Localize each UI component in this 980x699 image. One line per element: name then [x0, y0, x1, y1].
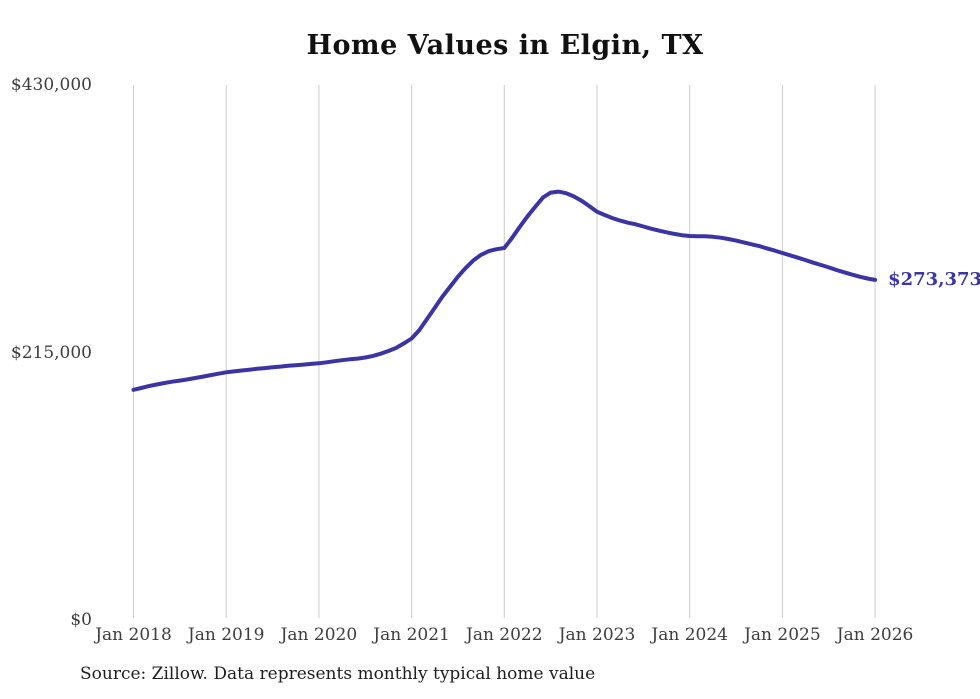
x-tick-label: Jan 2024	[651, 625, 728, 645]
x-tick-label: Jan 2026	[836, 625, 914, 645]
x-tick-label: Jan 2019	[187, 625, 265, 645]
x-tick-label: Jan 2021	[373, 625, 450, 645]
y-tick-label: $215,000	[10, 342, 92, 363]
x-tick-label: Jan 2018	[95, 625, 172, 645]
x-tick-label: Jan 2022	[466, 625, 543, 645]
source-note: Source: Zillow. Data represents monthly …	[80, 664, 596, 684]
x-tick-label: Jan 2020	[280, 625, 358, 645]
x-tick-label: Jan 2025	[744, 625, 821, 645]
y-tick-label: $430,000	[10, 75, 92, 95]
x-tick-label: Jan 2023	[558, 625, 636, 645]
chart-title: Home Values in Elgin, TX	[306, 30, 704, 61]
latest-value-label: $273,373	[888, 268, 980, 290]
y-tick-label: $0	[70, 610, 92, 630]
home-value-line	[131, 189, 878, 392]
